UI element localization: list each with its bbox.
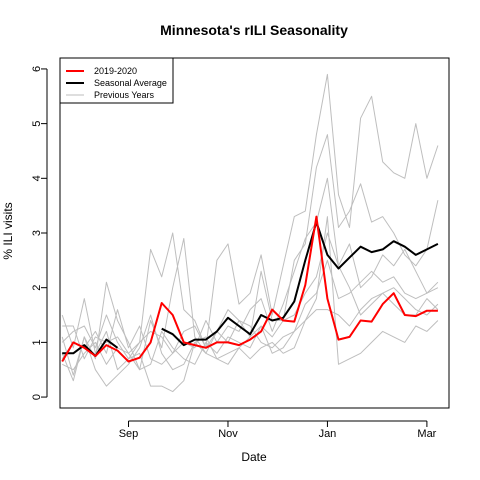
series-line-previous-years (61, 259, 439, 393)
y-tick-label: 0 (31, 394, 43, 400)
y-axis: 0 1 2 3 4 5 6 (31, 66, 48, 400)
y-axis-label: % ILI visits (1, 202, 15, 259)
series-layer (61, 73, 439, 393)
series-line-2019-2020 (61, 215, 438, 363)
series-line-seasonal-average (62, 338, 119, 357)
legend-label-2019-2020: 2019-2020 (94, 66, 137, 76)
y-tick-label: 3 (31, 230, 43, 236)
x-axis: Sep Nov Jan Mar (119, 420, 437, 440)
y-tick-label: 2 (31, 285, 43, 291)
series-line-previous-years (61, 73, 439, 371)
x-tick-label: Jan (319, 428, 337, 440)
x-tick-label: Mar (417, 428, 436, 440)
plot-frame (59, 57, 450, 409)
series-line-previous-years (62, 292, 439, 360)
series-line-previous-years (61, 232, 439, 371)
x-axis-label: Date (241, 450, 267, 464)
x-tick-label: Nov (218, 428, 238, 440)
chart-title: Minnesota's rILI Seasonality (160, 22, 348, 38)
y-tick-label: 4 (31, 175, 43, 181)
legend: 2019-2020 Seasonal Average Previous Year… (59, 57, 174, 104)
legend-label-previous-years: Previous Years (94, 90, 155, 100)
y-tick-label: 1 (31, 339, 43, 345)
x-tick-label: Sep (119, 428, 139, 440)
legend-label-seasonal-average: Seasonal Average (94, 78, 167, 88)
y-tick-label: 5 (31, 121, 43, 127)
series-line-previous-years (61, 177, 439, 365)
series-line-seasonal-average (161, 221, 439, 347)
series-line-previous-years (61, 216, 439, 387)
y-tick-label: 6 (31, 66, 43, 72)
